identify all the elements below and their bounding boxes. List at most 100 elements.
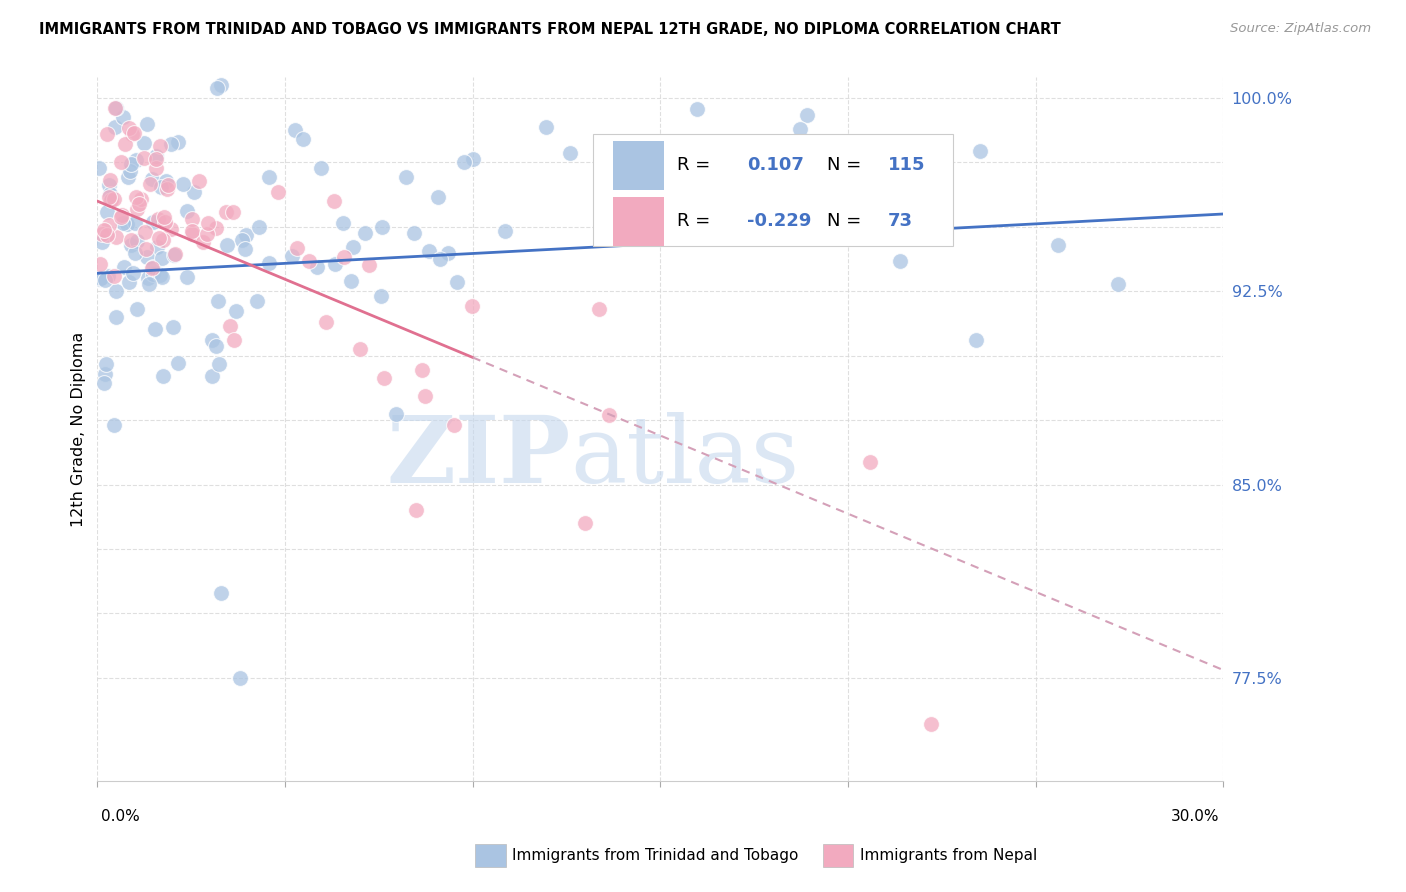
Point [235,228,257,243]
Point [94,357,117,371]
Point [969,144,991,158]
Point [191,235,214,249]
Point [96,228,118,243]
Point [285,241,308,255]
Point [385,408,408,422]
Point [859,455,882,469]
Point [149,180,172,194]
Text: R =: R = [678,156,716,174]
Point [284,122,307,136]
Point [120,237,142,252]
Point [120,157,142,171]
Point [965,333,987,347]
Text: IMMIGRANTS FROM TRINIDAD AND TOBAGO VS IMMIGRANTS FROM NEPAL 12TH GRADE, NO DIPL: IMMIGRANTS FROM TRINIDAD AND TOBAGO VS I… [39,22,1062,37]
Point [139,177,162,191]
Point [134,225,156,239]
Point [370,220,392,235]
Point [111,110,134,124]
Point [114,137,136,152]
Point [405,503,427,517]
Point [156,182,179,196]
Point [118,163,141,178]
Point [87,161,110,175]
Point [111,216,134,230]
Point [183,186,205,200]
Point [132,136,155,151]
Point [323,257,346,271]
Text: atlas: atlas [571,412,800,502]
Point [342,239,364,253]
Point [207,357,229,371]
Point [143,322,166,336]
Point [146,240,169,254]
Point [105,101,128,115]
Point [104,310,127,324]
Point [150,270,173,285]
Point [103,193,125,207]
Point [110,210,132,224]
Point [90,227,112,241]
Point [333,250,356,264]
Point [159,221,181,235]
Point [280,249,302,263]
Point [437,245,460,260]
Point [124,245,146,260]
Point [104,230,127,244]
Point [495,224,517,238]
Point [229,671,252,685]
Point [135,118,157,132]
Point [574,516,596,531]
Text: N =: N = [827,212,868,230]
Point [115,217,138,231]
Text: 0.107: 0.107 [747,156,804,174]
Point [135,242,157,256]
Point [98,173,121,187]
Point [875,161,897,176]
Text: Source: ZipAtlas.com: Source: ZipAtlas.com [1230,22,1371,36]
Point [188,174,211,188]
Point [259,255,281,269]
Text: N =: N = [827,156,868,174]
Point [125,302,148,317]
Point [93,376,115,390]
Point [153,210,176,224]
Point [225,303,247,318]
Point [98,186,121,201]
Point [163,247,186,261]
Point [162,320,184,334]
Point [104,120,127,134]
Point [149,139,172,153]
Point [395,169,418,184]
Point [159,136,181,151]
Point [172,178,194,192]
Point [588,301,610,316]
Point [461,299,484,313]
Point [558,145,581,160]
Point [176,203,198,218]
Point [167,356,190,370]
Point [197,215,219,229]
Point [118,120,141,135]
Point [141,261,163,276]
Point [97,178,120,193]
Point [180,211,202,226]
Text: -0.229: -0.229 [747,212,811,230]
Point [246,293,269,308]
Point [340,274,363,288]
Point [96,204,118,219]
Point [429,252,451,267]
Point [180,224,202,238]
FancyBboxPatch shape [593,134,953,246]
Point [141,267,163,281]
Text: 115: 115 [887,156,925,174]
Point [94,273,117,287]
Point [94,367,117,381]
Point [209,585,232,599]
Point [292,131,315,145]
Point [125,190,148,204]
Point [219,318,242,333]
Text: Immigrants from Nepal: Immigrants from Nepal [860,848,1038,863]
Point [141,172,163,186]
Point [349,342,371,356]
Point [145,149,167,163]
